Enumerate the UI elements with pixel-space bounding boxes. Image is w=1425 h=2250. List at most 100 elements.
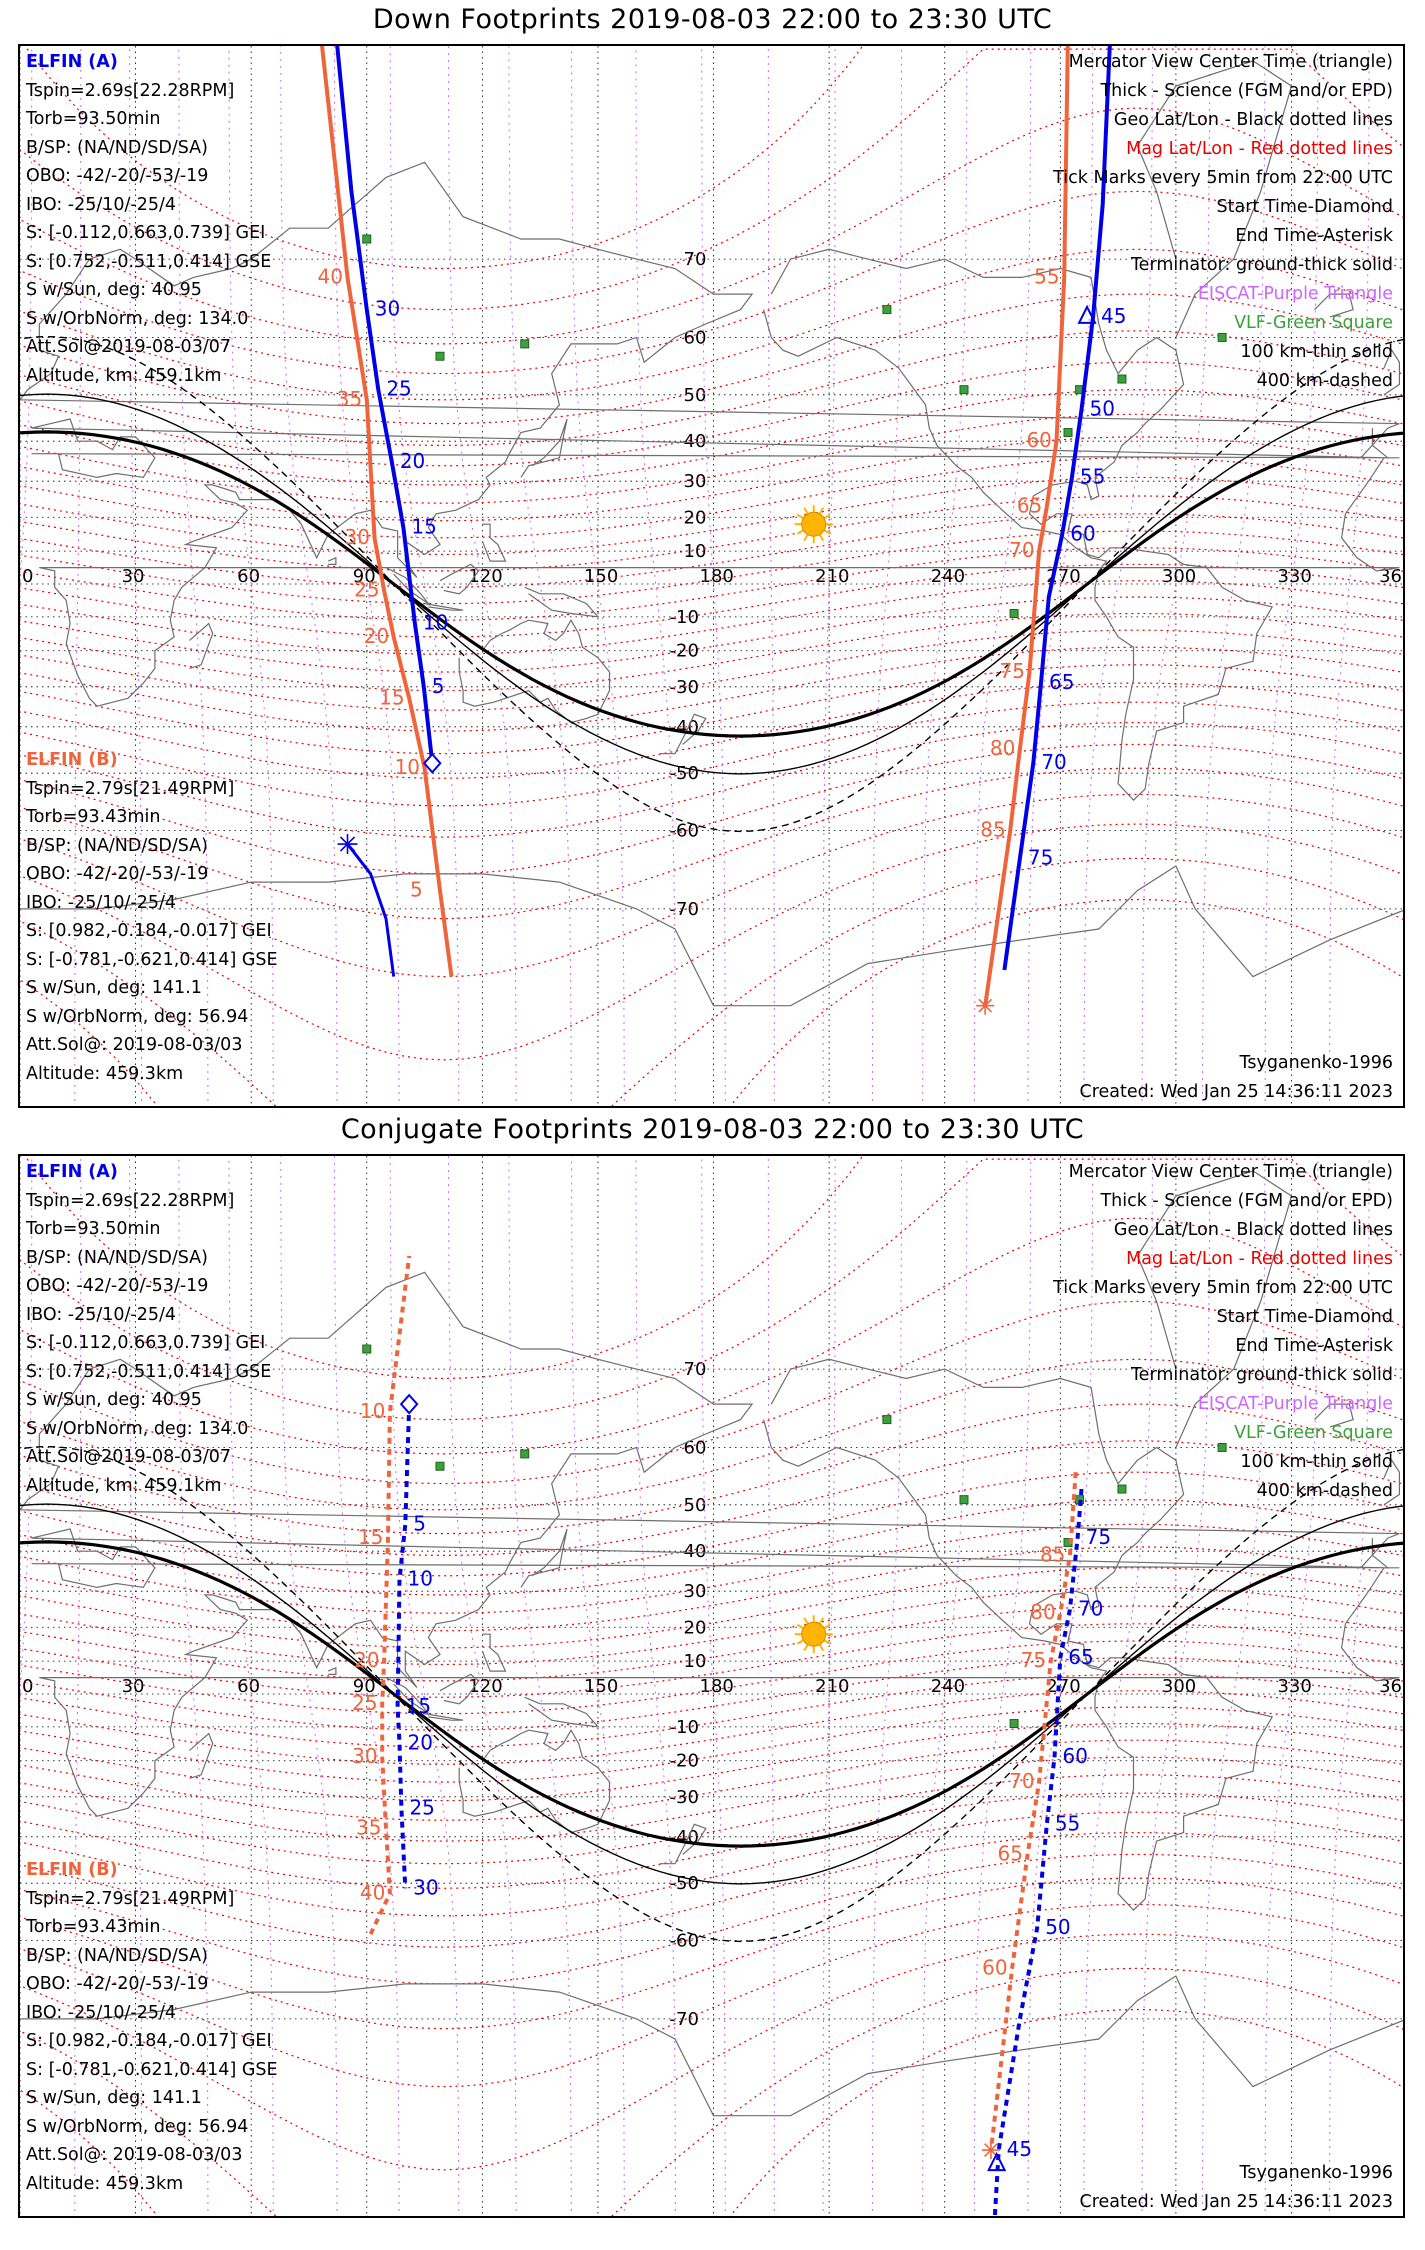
mag-parallel bbox=[20, 1877, 1403, 2030]
created-label: Created: Wed Jan 25 14:36:11 2023 bbox=[1079, 2192, 1394, 2212]
mag-parallel bbox=[24, 46, 864, 270]
elfin-b-tick-label: 30 bbox=[352, 1744, 377, 1768]
elfin-a-tick-label: 65 bbox=[1049, 670, 1074, 694]
mag-meridian bbox=[871, 1156, 902, 2216]
sun-ray bbox=[818, 1617, 825, 1625]
elfin-a-tick-label: 55 bbox=[1055, 1811, 1080, 1835]
elfin-b-track bbox=[320, 46, 454, 977]
legend-end: End Time-Asterisk bbox=[1235, 1336, 1393, 1356]
mag-meridian bbox=[228, 46, 274, 1106]
lat-tick-label: -60 bbox=[670, 821, 699, 842]
mag-parallel bbox=[20, 413, 1403, 504]
mag-meridian bbox=[1027, 1156, 1094, 2216]
legend-thick: Thick - Science (FGM and/or EPD) bbox=[1100, 81, 1393, 101]
mag-meridian bbox=[571, 46, 625, 1106]
elfin-a-track bbox=[1002, 46, 1112, 971]
mag-parallel bbox=[20, 1690, 1403, 1765]
vlf-square bbox=[1117, 374, 1127, 384]
lat-tick-label: 10 bbox=[684, 1651, 707, 1672]
elfin-a-tick-label: 5 bbox=[432, 674, 445, 698]
mag-parallel bbox=[20, 857, 1403, 1106]
lat-tick-label: 50 bbox=[684, 1495, 707, 1516]
elfin-b-tick-label: 85 bbox=[1040, 1542, 1065, 1566]
elfin-a-tick-label: 45 bbox=[1007, 2137, 1032, 2161]
elfin-a-track bbox=[335, 46, 435, 764]
coastline bbox=[1136, 1170, 1293, 1448]
sun-ray bbox=[818, 1644, 825, 1652]
mag-parallel bbox=[20, 530, 1403, 605]
lat-tick-label: 20 bbox=[684, 1617, 707, 1638]
mag-meridian bbox=[1141, 1156, 1211, 2216]
elfin-b-track bbox=[368, 1255, 412, 1935]
elfin-a-att: Att.Sol@2019-08-03/07 bbox=[26, 337, 231, 357]
terminator-100km bbox=[20, 1503, 1403, 1885]
mag-parallel bbox=[20, 1567, 1403, 1649]
mag-meridian bbox=[1264, 1156, 1319, 2216]
mag-parallel bbox=[20, 1471, 1403, 1577]
legend-center-time: Mercator View Center Time (triangle) bbox=[1068, 52, 1393, 72]
sun-ray bbox=[823, 1623, 831, 1630]
coastline bbox=[458, 618, 611, 724]
lat-tick-label: 70 bbox=[684, 249, 707, 270]
coastline bbox=[1314, 293, 1354, 318]
elfin-b-s-gse: S: [-0.781,-0.621,0.414] GSE bbox=[26, 949, 278, 970]
mag-parallel bbox=[20, 1300, 1403, 1485]
mag-parallel bbox=[24, 1156, 864, 1380]
elfin-b-tick-label: 65 bbox=[1017, 494, 1042, 518]
mag-parallel bbox=[20, 547, 1403, 621]
mag-parallel bbox=[20, 612, 1403, 692]
elfin-b-tick-label: 15 bbox=[358, 1525, 383, 1549]
legend-center-time: Mercator View Center Time (triangle) bbox=[1068, 1162, 1393, 1182]
elfin-b-tick-label: 10 bbox=[395, 755, 420, 779]
start-diamond-icon bbox=[422, 752, 442, 774]
vlf-square bbox=[435, 1461, 445, 1471]
elfin-a-att: Att.Sol@2019-08-03/07 bbox=[26, 1447, 231, 1467]
legend-vlf: VLF-Green Square bbox=[1234, 313, 1393, 333]
elfin-a-tick-label: 55 bbox=[1080, 464, 1105, 488]
mag-meridian bbox=[822, 1156, 836, 2216]
mag-parallel bbox=[20, 743, 1403, 875]
mag-meridian bbox=[280, 46, 338, 1106]
elfin-b-s-orb: S w/OrbNorm, deg: 56.94 bbox=[26, 2116, 249, 2137]
elfin-a-info: ELFIN (A) Tspin=2.69s[22.28RPM] Torb=93.… bbox=[26, 48, 271, 390]
end-asterisk-icon bbox=[337, 834, 358, 855]
legend-end: End Time-Asterisk bbox=[1235, 226, 1393, 246]
mag-parallel bbox=[20, 293, 1403, 425]
lon-tick-label: 90 bbox=[353, 566, 376, 587]
elfin-b-tick-label: 55 bbox=[1034, 264, 1059, 288]
mag-meridian bbox=[447, 46, 517, 1106]
coastline bbox=[189, 622, 214, 669]
elfin-b-alt: Altitude: 459.3km bbox=[26, 2173, 184, 2194]
lat-tick-label: -30 bbox=[670, 677, 699, 698]
mag-meridian bbox=[635, 1156, 676, 2216]
map-canvas: 0306090120150180210240270300330360-70-60… bbox=[20, 1156, 1403, 2216]
mag-meridian bbox=[871, 46, 902, 1106]
legend-vlf: VLF-Green Square bbox=[1234, 1423, 1393, 1443]
elfin-a-tick-label: 75 bbox=[1086, 1525, 1111, 1549]
coastline bbox=[327, 1666, 337, 1675]
elfin-a-alt: Altitude, km: 459.1km bbox=[26, 1475, 222, 1496]
mag-parallel bbox=[20, 596, 1403, 673]
elfin-a-ibo: IBO: -25/10/-25/4 bbox=[26, 194, 177, 215]
sun-disc bbox=[801, 511, 827, 537]
legend-geo: Geo Lat/Lon - Black dotted lines bbox=[1113, 110, 1393, 130]
mag-parallel bbox=[20, 1831, 1403, 1948]
elfin-b-obo: OBO: -42/-20/-53/-19 bbox=[26, 1974, 209, 1994]
coastline bbox=[524, 586, 600, 618]
lat-tick-label: -70 bbox=[670, 2009, 699, 2030]
mag-parallel bbox=[20, 190, 1403, 375]
coastline bbox=[20, 865, 1403, 1007]
mag-parallel bbox=[20, 107, 1403, 345]
lon-tick-label: 210 bbox=[815, 1676, 849, 1697]
lat-tick-label: 40 bbox=[684, 431, 707, 452]
mag-parallel bbox=[20, 1722, 1403, 1802]
elfin-a-tspin: Tspin=2.69s[22.28RPM] bbox=[26, 1190, 235, 1211]
elfin-a-tick-label: 45 bbox=[1101, 304, 1126, 328]
coastline bbox=[1136, 60, 1293, 338]
coastline bbox=[524, 1696, 600, 1728]
vlf-square bbox=[1009, 1719, 1019, 1729]
elfin-b-torb: Torb=93.43min bbox=[26, 807, 161, 827]
mag-parallel bbox=[20, 823, 1403, 1061]
mag-parallel bbox=[20, 563, 1403, 638]
lon-tick-label: 330 bbox=[1277, 566, 1311, 587]
